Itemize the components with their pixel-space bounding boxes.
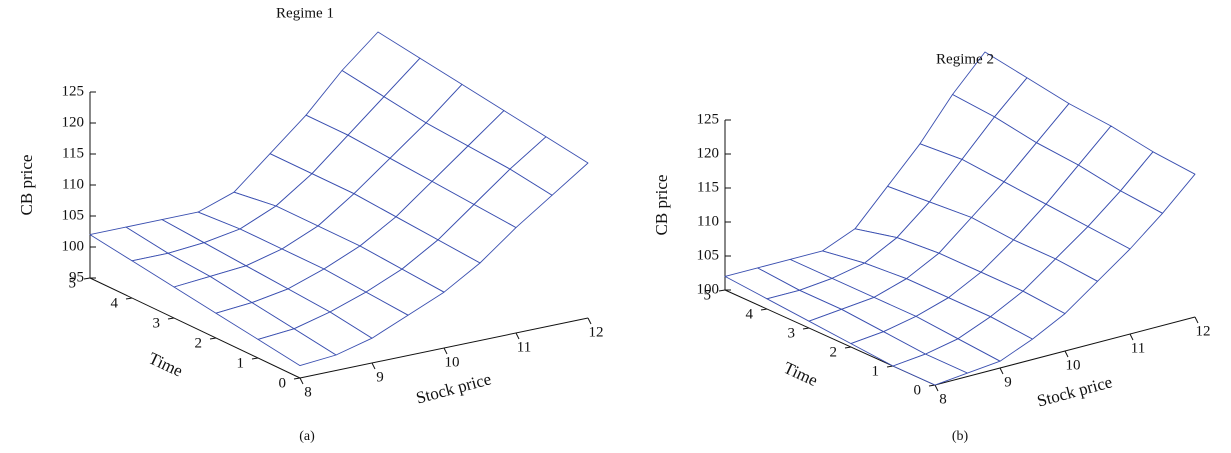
- z-tick-label: 110: [697, 213, 719, 229]
- y-tick: [125, 297, 133, 300]
- x-tick: [999, 367, 1004, 375]
- x-axis-label: Stock price: [414, 369, 493, 407]
- y-tick: [251, 357, 259, 360]
- z-tick-label: 125: [697, 111, 720, 127]
- z-tick-label: 100: [62, 238, 85, 254]
- z-axis-label: CB price: [652, 175, 671, 236]
- z-tick-label: 110: [62, 176, 84, 192]
- x-tick: [1064, 350, 1069, 358]
- x-tick: [1194, 316, 1199, 324]
- z-tick-label: 115: [62, 145, 84, 161]
- y-tick: [844, 346, 852, 349]
- y-tick-label: 2: [830, 344, 838, 360]
- z-tick-label: 120: [62, 114, 85, 130]
- y-tick-label: 0: [914, 382, 922, 398]
- y-tick-label: 1: [237, 355, 245, 371]
- y-tick-label: 1: [872, 363, 880, 379]
- z-tick-label: 105: [697, 247, 720, 263]
- x-tick-label: 10: [1066, 357, 1081, 373]
- x-tick-label: 12: [1196, 323, 1211, 339]
- x-tick-label: 10: [445, 354, 460, 370]
- x-tick: [371, 362, 376, 370]
- y-tick: [886, 365, 894, 368]
- y-tick: [83, 277, 91, 280]
- y-axis-label: Time: [781, 358, 821, 390]
- y-tick-label: 5: [69, 275, 77, 291]
- caption: (a): [299, 429, 315, 444]
- x-tick: [515, 332, 520, 340]
- x-tick-label: 9: [376, 369, 384, 385]
- x-tick-label: 11: [517, 339, 531, 355]
- y-axis: [89, 277, 301, 379]
- y-tick: [209, 337, 217, 340]
- chart-title: Regime 1: [276, 5, 334, 21]
- y-tick-label: 0: [279, 375, 287, 391]
- z-tick-label: 120: [697, 145, 720, 161]
- z-tick-label: 115: [697, 179, 719, 195]
- x-tick: [299, 377, 304, 385]
- surface-cell: [892, 353, 968, 386]
- x-tick-label: 9: [1004, 374, 1012, 390]
- z-tick-label: 100: [697, 281, 720, 297]
- y-tick: [760, 308, 768, 311]
- y-tick-label: 2: [195, 335, 203, 351]
- y-tick-label: 4: [111, 295, 119, 311]
- x-tick-label: 8: [304, 384, 312, 400]
- x-tick: [1129, 333, 1134, 341]
- z-tick-label: 105: [62, 207, 85, 223]
- x-tick: [443, 347, 448, 355]
- y-tick-label: 3: [153, 315, 161, 331]
- x-tick-label: 12: [589, 324, 604, 340]
- y-tick-label: 4: [746, 306, 754, 322]
- x-axis-label: Stock price: [1035, 372, 1114, 410]
- chart-title: Regime 2: [936, 51, 994, 67]
- y-tick-label: 5: [704, 287, 712, 303]
- y-tick: [167, 317, 175, 320]
- surface-cell: [257, 328, 337, 367]
- y-tick-label: 3: [788, 325, 796, 341]
- z-tick-label: 125: [62, 83, 85, 99]
- caption: (b): [952, 429, 969, 444]
- y-tick: [928, 384, 936, 387]
- y-tick: [718, 289, 726, 292]
- x-tick: [934, 384, 939, 392]
- z-tick-label: 95: [69, 269, 84, 285]
- y-tick: [802, 327, 810, 330]
- y-axis-label: Time: [146, 348, 186, 380]
- x-tick-label: 11: [1131, 340, 1145, 356]
- x-tick-label: 8: [939, 391, 947, 407]
- z-axis-label: CB price: [17, 155, 36, 216]
- y-tick: [293, 377, 301, 380]
- x-tick: [587, 317, 592, 325]
